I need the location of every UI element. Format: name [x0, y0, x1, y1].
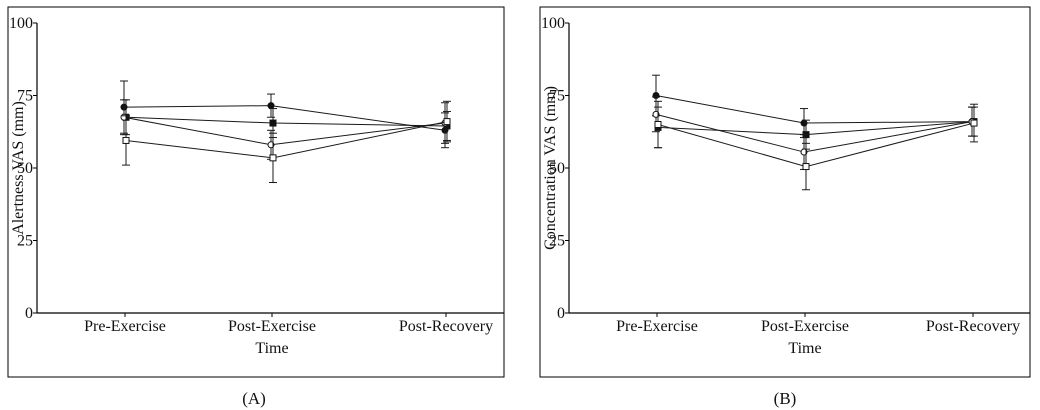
- data-point: [970, 119, 978, 127]
- y-tick-label: 0: [557, 305, 565, 322]
- data-point: [802, 163, 810, 171]
- x-tick-label: Post-Recovery: [399, 318, 493, 335]
- y-tick-label: 25: [17, 233, 33, 250]
- y-tick-label: 100: [541, 15, 565, 32]
- x-axis-label: Time: [788, 340, 821, 357]
- chart-panel-b: 0 25 50 75 100 Pre-Exercise Post-Exercise Post-…: [539, 6, 1031, 408]
- x-tick-label: Post-Exercise: [761, 318, 849, 335]
- y-tick-label: 50: [549, 160, 565, 177]
- x-tick-label: Pre-Exercise: [84, 318, 166, 335]
- y-tick-label: 75: [17, 88, 33, 105]
- data-point: [122, 136, 130, 144]
- series-open-square: [122, 100, 451, 183]
- panel-frame: [539, 6, 1031, 378]
- panel-frame: [7, 6, 505, 378]
- data-point: [654, 121, 662, 128]
- y-tick-label: 25: [549, 233, 565, 250]
- panel-label: (B): [774, 389, 797, 408]
- x-axis-label: Time: [255, 340, 288, 357]
- data-point: [443, 118, 451, 126]
- y-tick-label: 0: [25, 305, 33, 322]
- y-tick-label: 75: [549, 88, 565, 105]
- data-point: [267, 102, 275, 110]
- panel-label: (A): [242, 389, 266, 408]
- data-point: [269, 154, 277, 162]
- x-tick-label: Post-Exercise: [228, 318, 316, 335]
- y-tick-label: 50: [17, 160, 33, 177]
- y-axis-label: Concentration VAS (mm): [542, 86, 559, 250]
- data-point: [269, 119, 277, 127]
- series-open-square: [654, 100, 978, 191]
- x-tick-label: Post-Recovery: [926, 318, 1020, 335]
- y-axis-label: Alertness VAS (mm): [10, 101, 27, 235]
- x-tick-label: Pre-Exercise: [616, 318, 698, 335]
- y-tick-label: 100: [9, 15, 33, 32]
- chart-panel-a: 0 25 50 75 100 Pre-Exercise Post-Exercise Post-…: [7, 6, 505, 408]
